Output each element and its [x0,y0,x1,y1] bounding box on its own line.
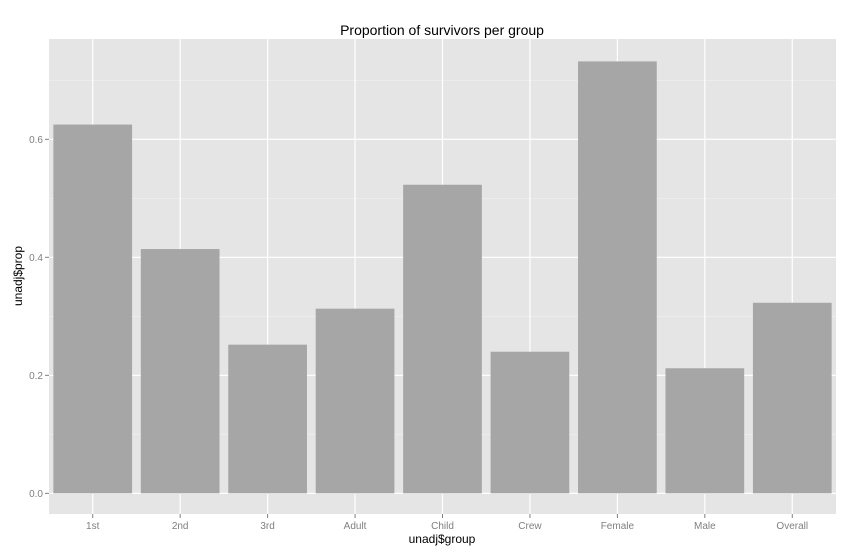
x-tick-label: Female [601,521,635,532]
x-tick-label: Overall [776,521,808,532]
x-axis-title: unadj$group [409,532,476,546]
y-axis-title: unadj$prop [11,246,25,306]
x-tick-label: Adult [344,521,367,532]
x-tick-label: Child [431,521,454,532]
bar-male [665,368,745,494]
y-tick-label: 0.2 [29,371,43,382]
bars [53,61,832,494]
y-axis-ticks: 0.0 0.2 0.4 0.6 [29,135,49,500]
y-tick-label: 0.0 [29,489,43,500]
x-axis-ticks: 1st 2nd 3rd Adult Child Crew Female Male Overall [86,514,808,532]
bar-adult [315,308,395,494]
y-tick-label: 0.4 [29,253,43,264]
bar-1st [53,124,133,494]
x-tick-label: Male [694,521,716,532]
y-tick-label: 0.6 [29,135,43,146]
x-tick-label: 2nd [172,521,189,532]
bar-3rd [228,344,307,494]
x-tick-label: 3rd [260,521,274,532]
bar-child [403,184,482,494]
x-tick-label: Crew [518,521,542,532]
x-tick-label: 1st [86,521,100,532]
bar-crew [490,351,570,494]
bar-2nd [140,249,220,494]
bar-female [578,61,657,494]
chart-title: Proportion of survivors per group [340,22,544,38]
bar-overall [752,302,832,494]
